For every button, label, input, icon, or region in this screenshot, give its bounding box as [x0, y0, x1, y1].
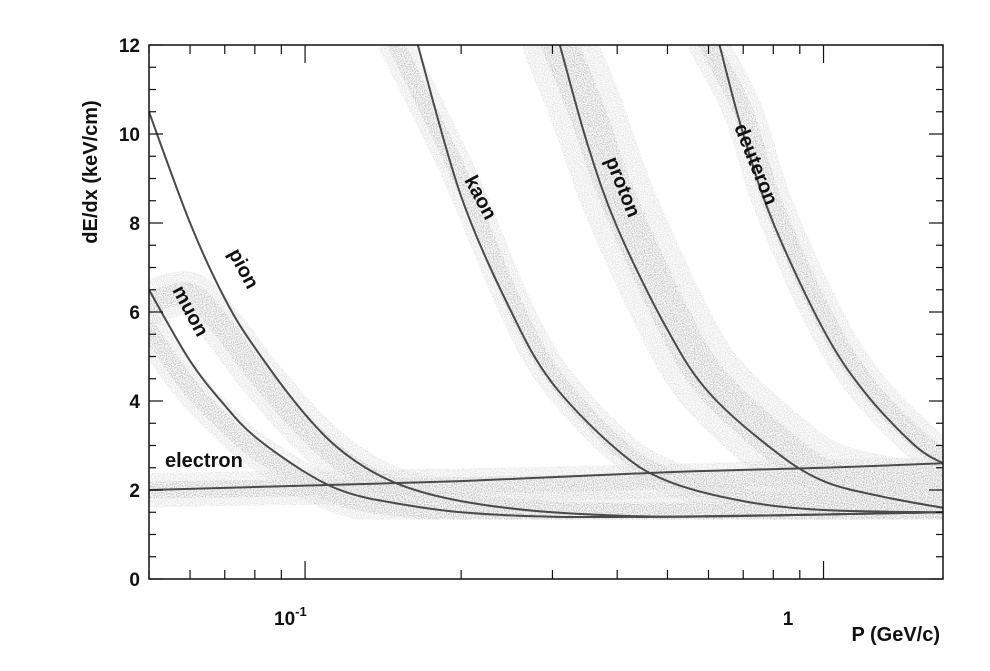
x-axis-label: P (GeV/c)	[851, 624, 940, 646]
y-tick-0: 0	[129, 570, 140, 591]
deuteron-curve	[718, 45, 943, 465]
y-axis-ticks	[149, 44, 943, 580]
y-tick-10: 10	[119, 125, 140, 146]
kaon-curve	[416, 45, 943, 514]
x-tick-label-1: 1	[783, 609, 794, 630]
y-tick-6: 6	[129, 303, 140, 324]
theory-curves	[149, 45, 943, 519]
proton-band	[541, 45, 943, 520]
label-electron: electron	[165, 450, 243, 472]
density-bands	[149, 45, 943, 538]
x-tick-0p1-exp: -1	[295, 604, 307, 619]
proton-curve	[558, 45, 943, 509]
label-pion: pion	[224, 245, 263, 293]
y-tick-4: 4	[129, 392, 140, 413]
y-tick-8: 8	[129, 214, 140, 235]
x-tick-label-0p1: 10-1	[274, 604, 307, 630]
x-tick-0p1-base: 10	[274, 609, 295, 630]
x-axis-ticks	[148, 45, 825, 579]
pion-curve	[149, 111, 943, 518]
y-axis-label: dE/dx (keV/cm)	[80, 100, 102, 243]
y-tick-2: 2	[129, 481, 140, 502]
electron-curve	[149, 462, 943, 491]
deuteron-band	[698, 45, 943, 469]
pion-band	[149, 282, 943, 526]
y-tick-12: 12	[119, 36, 140, 57]
